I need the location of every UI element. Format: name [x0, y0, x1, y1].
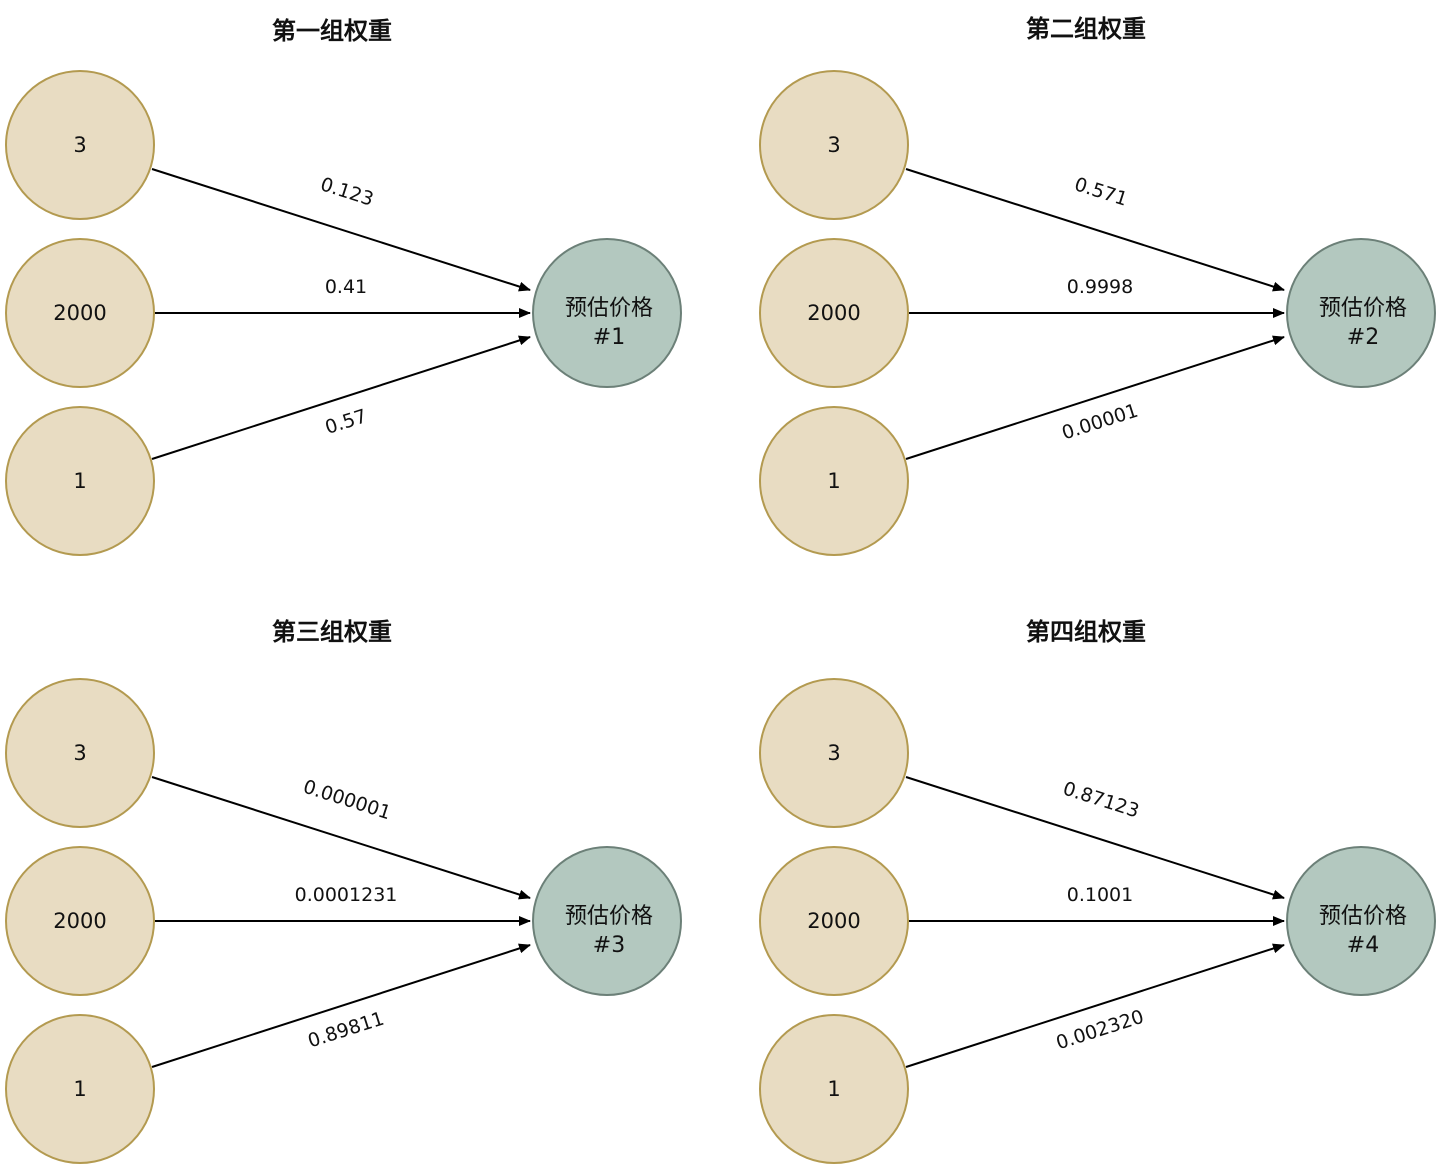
panel-3: 第三组权重0.0000010.00012310.89811320001预估价格#… — [5, 618, 682, 1164]
input-node-label: 2000 — [807, 301, 860, 325]
input-node-label: 1 — [73, 1077, 86, 1101]
weight-label: 0.1001 — [1067, 884, 1133, 906]
input-node — [759, 406, 909, 556]
panel-4: 第四组权重 0.87123 0.1001 0.002320 3 2000 1 预估价格 #4 — [759, 618, 1436, 1164]
weight-label: 0.002320 — [1053, 1006, 1146, 1055]
panel-title: 第四组权重 — [1026, 618, 1146, 646]
input-node-label: 2000 — [807, 909, 860, 933]
edge-arrow — [905, 335, 1285, 460]
input-node — [5, 238, 155, 388]
output-node-label: 预估价格 — [1319, 296, 1407, 321]
output-node — [532, 238, 682, 388]
edge-arrow — [151, 335, 531, 460]
input-node — [759, 846, 909, 996]
edge-arrow — [151, 943, 531, 1068]
weight-label: 0.9998 — [1067, 276, 1133, 298]
output-node-number: #2 — [1347, 325, 1379, 350]
output-node — [1286, 846, 1436, 996]
input-node — [5, 406, 155, 556]
input-node — [5, 1014, 155, 1164]
input-node — [5, 678, 155, 828]
edge-arrow — [905, 776, 1285, 900]
output-node — [532, 846, 682, 996]
weight-label: 0.87123 — [1060, 778, 1142, 823]
panel-title: 第三组权重 — [272, 618, 392, 646]
panel-title: 第一组权重 — [272, 17, 392, 45]
input-node — [759, 238, 909, 388]
output-node-label: 预估价格 — [565, 904, 653, 929]
output-node-number: #4 — [1347, 933, 1379, 958]
weight-label: 0.123 — [318, 173, 377, 210]
input-node-label: 2000 — [53, 909, 106, 933]
output-node-label: 预估价格 — [565, 296, 653, 321]
output-node — [1286, 238, 1436, 388]
input-node-label: 2000 — [53, 301, 106, 325]
weight-label: 0.0001231 — [295, 884, 398, 906]
input-node-label: 3 — [73, 133, 86, 157]
weight-label: 0.57 — [323, 405, 370, 439]
input-node — [759, 678, 909, 828]
input-node-label: 1 — [73, 469, 86, 493]
input-node-label: 3 — [827, 133, 840, 157]
output-node-number: #3 — [593, 933, 625, 958]
input-node-label: 3 — [827, 741, 840, 765]
output-node-label: 预估价格 — [1319, 904, 1407, 929]
edge-arrow — [151, 776, 531, 900]
panel-1: 第一组权重 0.123 0.41 0.57 3 2000 1 预估价格 #1 — [5, 17, 682, 556]
input-node-label: 1 — [827, 1077, 840, 1101]
edge-arrow — [905, 168, 1285, 292]
weight-label: 0.41 — [325, 276, 367, 298]
input-node-label: 1 — [827, 469, 840, 493]
edge-arrow — [151, 168, 531, 292]
input-node — [759, 70, 909, 220]
input-node — [759, 1014, 909, 1164]
weight-label: 0.000001 — [300, 776, 393, 825]
input-node-label: 3 — [73, 741, 86, 765]
edge-arrow — [905, 943, 1285, 1068]
output-node-number: #1 — [593, 325, 625, 350]
input-node — [5, 70, 155, 220]
weight-label: 0.571 — [1072, 173, 1131, 210]
panel-title: 第二组权重 — [1026, 15, 1146, 43]
input-node — [5, 846, 155, 996]
